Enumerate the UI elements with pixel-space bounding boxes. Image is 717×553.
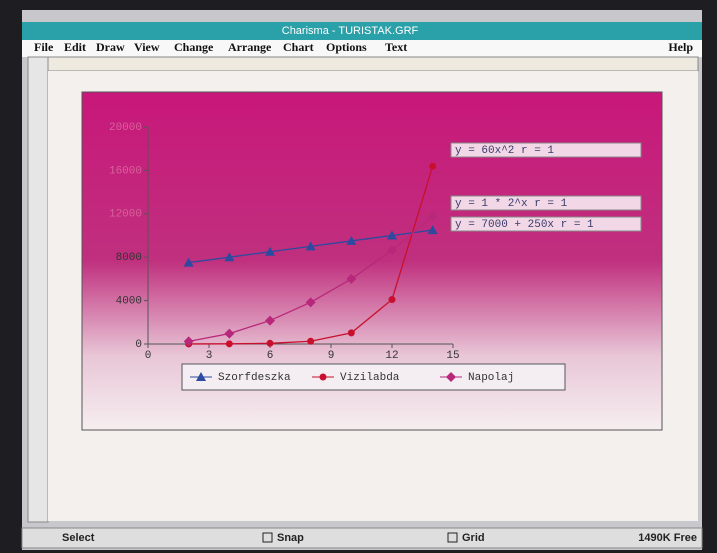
- window-title: Charisma - TURISTAK.GRF: [282, 25, 419, 37]
- status-item: Grid: [462, 532, 485, 544]
- y-tick-label: 8000: [116, 252, 142, 264]
- status-item: 1490K Free: [638, 532, 697, 544]
- menu-item[interactable]: Text: [385, 40, 407, 54]
- menu-item[interactable]: View: [134, 40, 160, 54]
- toolbox: [28, 57, 48, 522]
- status-bar: [22, 528, 702, 548]
- x-tick-label: 6: [267, 350, 274, 362]
- menu-item[interactable]: Change: [174, 40, 214, 54]
- x-tick-label: 15: [446, 350, 459, 362]
- y-tick-label: 16000: [109, 165, 142, 177]
- marker: [307, 338, 314, 345]
- legend-label: Szorfdeszka: [218, 372, 291, 384]
- menu-help[interactable]: Help: [668, 40, 693, 54]
- menu-item[interactable]: File: [34, 40, 54, 54]
- marker: [320, 374, 327, 381]
- menu-item[interactable]: Options: [326, 40, 367, 54]
- x-tick-label: 12: [385, 350, 398, 362]
- y-tick-label: 4000: [116, 296, 142, 308]
- marker: [429, 163, 436, 170]
- y-tick-label: 0: [135, 339, 142, 351]
- status-item: Select: [62, 532, 95, 544]
- legend-label: Napolaj: [468, 372, 514, 384]
- annotation: y = 60x^2 r = 1: [455, 145, 554, 157]
- x-tick-label: 0: [145, 350, 152, 362]
- menu-item[interactable]: Arrange: [228, 40, 272, 54]
- menu-item[interactable]: Edit: [64, 40, 86, 54]
- marker: [389, 296, 396, 303]
- screen: Charisma - TURISTAK.GRF Help File Edit Dra…: [0, 0, 717, 553]
- ruler: [48, 57, 698, 71]
- x-tick-label: 9: [328, 350, 335, 362]
- marker: [348, 329, 355, 336]
- annotation: y = 1 * 2^x r = 1: [455, 198, 568, 210]
- annotation: y = 7000 + 250x r = 1: [455, 219, 594, 231]
- status-item: Snap: [277, 532, 304, 544]
- y-tick-label: 20000: [109, 122, 142, 134]
- y-tick-label: 12000: [109, 209, 142, 221]
- legend-label: Vizilabda: [340, 372, 400, 384]
- menu-item[interactable]: Draw: [96, 40, 125, 54]
- menu-item[interactable]: Chart: [283, 40, 314, 54]
- marker: [226, 340, 233, 347]
- marker: [267, 340, 274, 347]
- x-tick-label: 3: [206, 350, 213, 362]
